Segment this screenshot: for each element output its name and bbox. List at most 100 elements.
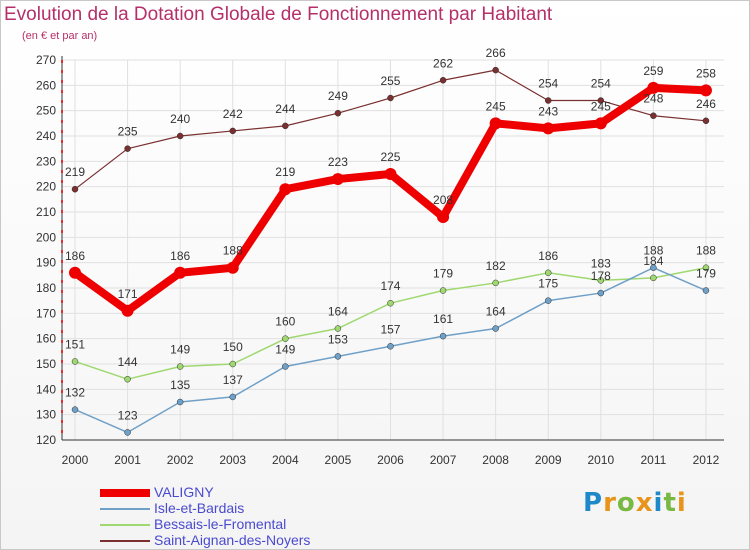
data-label: 183	[591, 256, 611, 270]
proxiti-logo: Proxiti	[583, 488, 687, 518]
data-point	[124, 145, 131, 152]
data-label: 266	[486, 46, 506, 60]
y-tick-label: 250	[36, 104, 56, 118]
data-point	[699, 84, 712, 97]
data-point	[544, 269, 552, 277]
x-tick-label: 2009	[535, 453, 562, 467]
legend-label: Saint-Aignan-des-Noyers	[154, 532, 311, 548]
legend-label: Isle-et-Bardais	[154, 500, 245, 516]
data-label: 135	[170, 378, 190, 392]
data-label: 182	[486, 259, 506, 273]
data-label: 188	[223, 244, 243, 258]
data-label: 164	[328, 305, 348, 319]
data-point	[492, 66, 499, 74]
y-tick-label: 200	[36, 230, 56, 244]
data-label: 179	[433, 267, 453, 281]
legend-swatch	[100, 540, 150, 542]
logo-letter: t	[663, 488, 677, 518]
x-tick-label: 2002	[167, 453, 194, 467]
data-label: 248	[643, 92, 663, 106]
data-point	[702, 287, 710, 294]
data-point	[229, 127, 236, 135]
data-label: 164	[486, 305, 506, 319]
data-point	[226, 261, 239, 274]
data-label: 149	[170, 343, 190, 357]
data-point	[71, 358, 79, 365]
logo-letter: r	[603, 488, 617, 518]
data-label: 153	[328, 332, 348, 346]
y-tick-label: 170	[36, 306, 56, 320]
data-label: 259	[643, 64, 663, 78]
data-label: 188	[696, 244, 716, 258]
data-point	[489, 117, 502, 130]
data-point	[650, 264, 657, 271]
data-point	[334, 109, 342, 117]
logo-letter: P	[583, 488, 604, 518]
data-point	[176, 398, 184, 406]
legend-swatch	[100, 508, 150, 510]
data-label: 151	[65, 337, 85, 351]
data-label: 255	[380, 74, 400, 88]
data-point	[437, 211, 450, 224]
data-label: 219	[65, 165, 85, 179]
data-point	[597, 97, 605, 104]
data-label: 246	[696, 97, 716, 111]
data-point	[492, 279, 499, 287]
data-label: 174	[380, 279, 400, 293]
data-point	[71, 406, 79, 413]
data-label: 240	[170, 112, 190, 126]
data-point	[282, 363, 289, 370]
data-label: 184	[643, 254, 663, 268]
data-label: 123	[118, 408, 138, 422]
data-label: 245	[591, 99, 611, 113]
data-point	[594, 117, 607, 130]
data-point	[702, 117, 710, 125]
x-tick-label: 2006	[377, 453, 404, 467]
series-group	[69, 66, 712, 436]
data-label: 150	[223, 340, 243, 354]
data-label: 186	[170, 249, 190, 263]
data-label: 175	[538, 277, 558, 291]
legend-swatch	[100, 524, 150, 526]
data-point	[650, 112, 657, 119]
data-point	[542, 122, 555, 135]
y-tick-label: 130	[36, 408, 56, 422]
logo-letter: o	[616, 488, 636, 518]
data-point	[174, 266, 187, 279]
data-label: 132	[65, 386, 85, 400]
data-point	[121, 304, 134, 317]
y-tick-label: 180	[36, 281, 56, 295]
data-label: 186	[538, 249, 558, 263]
data-label: 144	[118, 355, 138, 369]
data-point	[282, 122, 289, 130]
y-tick-label: 230	[36, 154, 56, 168]
data-point	[544, 297, 552, 304]
x-tick-label: 2007	[430, 453, 457, 467]
y-tick-label: 160	[36, 332, 56, 346]
data-point	[387, 299, 394, 307]
data-label: 188	[643, 244, 663, 258]
data-label: 245	[486, 99, 506, 113]
y-tick-label: 150	[36, 357, 56, 371]
chart-title: Evolution de la Dotation Globale de Fonc…	[4, 4, 553, 25]
data-point	[387, 343, 394, 350]
data-point	[334, 353, 342, 360]
data-label: 137	[223, 373, 243, 387]
data-point	[439, 77, 447, 84]
data-label: 243	[538, 104, 558, 118]
data-point	[176, 363, 184, 370]
y-tick-label: 220	[36, 180, 56, 194]
line-chart: 120 130 140 150 160 170 180 190 200 210 220 230 240 2…	[36, 46, 724, 467]
data-label: 219	[275, 165, 295, 179]
chart-subtitle: (en € et par an)	[22, 30, 98, 42]
x-tick-label: 2004	[272, 453, 299, 467]
data-label: 225	[380, 150, 400, 164]
y-tick-label: 140	[36, 382, 56, 396]
y-tick-label: 260	[36, 78, 56, 92]
grid-lines	[62, 59, 724, 441]
data-point	[492, 325, 499, 332]
data-label: 178	[591, 269, 611, 283]
y-tick-label: 240	[36, 129, 56, 143]
data-labels: 186 171 186 188 219 223 225 208 245 243 245 259 258 1…	[65, 46, 716, 422]
data-label: 157	[380, 322, 400, 336]
